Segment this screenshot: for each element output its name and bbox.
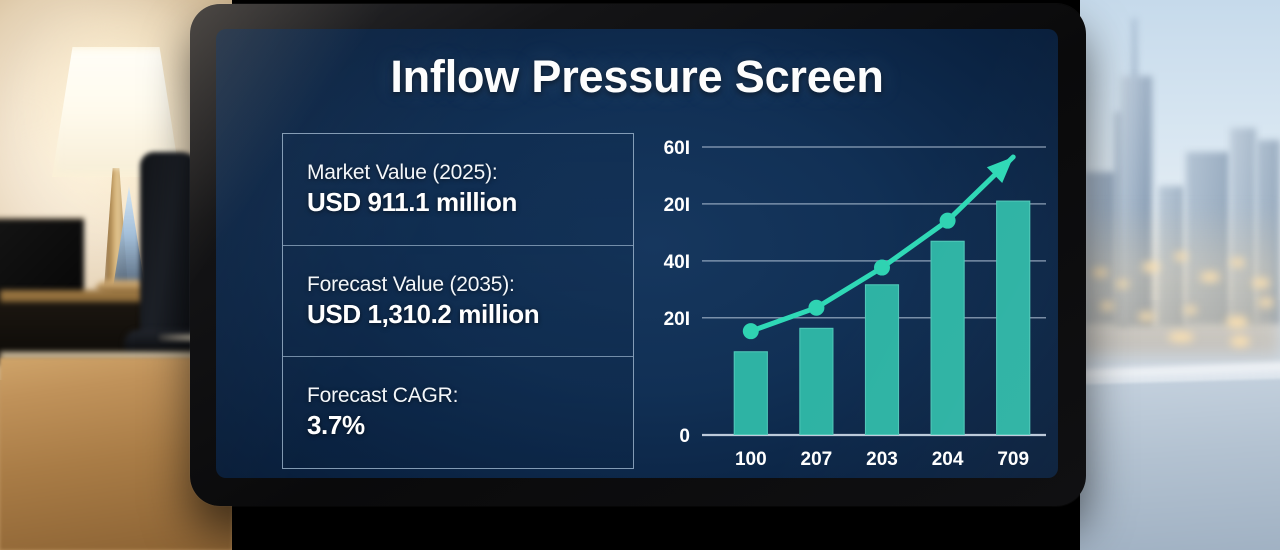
bar-edge: [864, 284, 900, 435]
bar: [864, 284, 900, 435]
trend-marker: [939, 212, 956, 229]
trend-markers: [742, 212, 956, 340]
bar: [930, 240, 965, 435]
x-axis-tick-label: 203: [866, 449, 898, 470]
bar-edge: [930, 240, 965, 435]
tablet-device: Inflow Pressure Screen Market Value (202…: [190, 4, 1086, 506]
city-skyline-background: [1080, 0, 1280, 550]
y-axis-ticks: 60I 20I 40I 20I 0: [664, 138, 690, 447]
metric-label: Market Value (2025):: [307, 160, 498, 184]
bars: [733, 200, 1031, 436]
city-lights: [1080, 220, 1280, 350]
y-axis-tick-label: 40I: [664, 252, 690, 273]
metric-value: USD 911.1 million: [307, 186, 517, 217]
bar: [996, 200, 1031, 435]
metric-label: Forecast CAGR:: [307, 384, 459, 408]
desk-surface-right: [1080, 378, 1280, 550]
metric-row-forecast-value: Forecast Value (2035): USD 1,310.2 milli…: [283, 244, 633, 357]
y-axis-tick-label: 20I: [664, 195, 690, 216]
tower-spire: [1132, 18, 1137, 90]
growth-chart: 60I 20I 40I 20I 0 100 207 203 204 709: [646, 133, 1046, 470]
metric-label: Forecast Value (2035):: [307, 272, 515, 296]
x-axis-tick-label: 204: [932, 449, 964, 470]
x-axis-ticks: 100 207 203 204 709: [735, 449, 1029, 470]
metric-row-forecast-cagr: Forecast CAGR: 3.7%: [283, 356, 633, 468]
trend-marker: [808, 299, 825, 316]
trend-marker: [742, 323, 759, 340]
y-axis-tick-label: 0: [679, 426, 690, 447]
metric-row-market-value: Market Value (2025): USD 911.1 million: [283, 134, 633, 245]
metric-value: USD 1,310.2 million: [307, 298, 540, 329]
x-axis-tick-label: 709: [997, 449, 1029, 470]
metrics-panel: Market Value (2025): USD 911.1 million F…: [282, 133, 634, 469]
page-title: Inflow Pressure Screen: [390, 51, 884, 102]
trend-arrowhead: [986, 157, 1014, 184]
y-axis-tick-label: 20I: [664, 309, 690, 330]
bar-edge: [733, 351, 768, 435]
city-haze: [1080, 205, 1280, 355]
bar-edge: [799, 327, 834, 435]
tablet-screen[interactable]: Inflow Pressure Screen Market Value (202…: [216, 29, 1058, 478]
chair-armrest-highlight: [158, 334, 202, 341]
y-axis-tick-label: 60I: [664, 138, 690, 159]
bar-edge: [996, 200, 1031, 436]
trend-marker: [874, 259, 890, 276]
x-axis-tick-label: 100: [735, 449, 767, 470]
bar: [799, 327, 834, 435]
chart-svg: 60I 20I 40I 20I 0 100 207 203 204 709: [664, 138, 1046, 470]
x-axis-tick-label: 207: [801, 449, 833, 470]
metric-value: 3.7%: [307, 410, 365, 441]
bar: [733, 351, 768, 435]
